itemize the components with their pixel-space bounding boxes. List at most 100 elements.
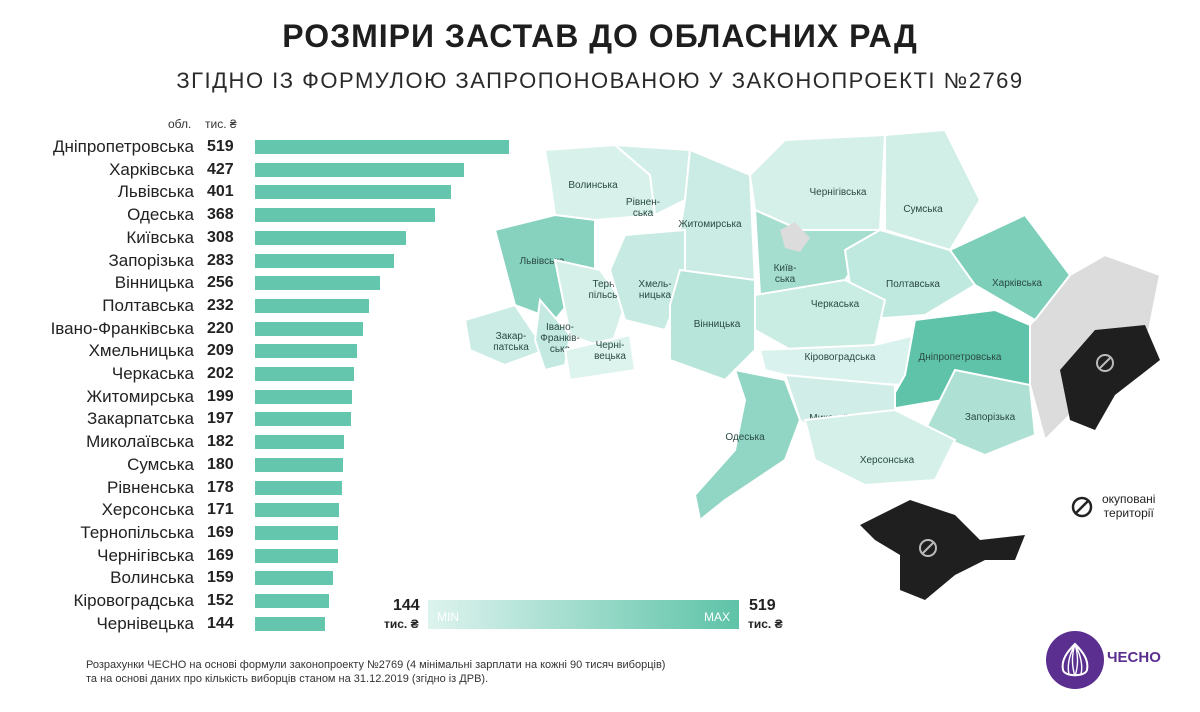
map-region — [563, 333, 637, 382]
bar-value-label: 182 — [207, 433, 234, 451]
map-region-label: Волинська — [568, 180, 618, 191]
legend-max-unit: тис. ₴ — [748, 617, 783, 631]
brand-name: ЧЕСНО — [1107, 649, 1161, 666]
bar-value-label: 152 — [207, 592, 234, 609]
occupied-label-line2: території — [1103, 506, 1154, 520]
bar-label: Волинська — [110, 568, 194, 588]
bar-value-label: 202 — [207, 365, 234, 382]
bar-value-label: 209 — [207, 342, 234, 360]
bar-chart: Дніпропетровська 519 Харківська 427 Львівськ… — [0, 0, 560, 712]
bar — [255, 367, 354, 381]
map-region — [923, 368, 1037, 457]
ukraine-map: Волинська Рівнен-ська Житомирська Чернігівс… — [463, 128, 1162, 600]
bar-value-label: 144 — [207, 614, 234, 632]
bar-value-label: 169 — [207, 523, 234, 541]
occupied-label-line1: окуповані — [1102, 492, 1156, 506]
bar-value-label: 427 — [207, 160, 234, 178]
map-region — [533, 297, 572, 372]
bar-label: Київська — [126, 227, 194, 247]
legend-max-value: 519 — [749, 597, 776, 614]
map-region-label: Черкаська — [811, 299, 860, 310]
map-region-label: Хмель-ницька — [638, 279, 671, 301]
bar — [255, 230, 406, 245]
bar-label: Одеська — [127, 205, 194, 225]
map-region-label: Запорізька — [965, 412, 1016, 423]
bar-label: Вінницька — [114, 273, 194, 293]
bar-label: Хмельницька — [88, 341, 194, 361]
bar-value-label: 220 — [207, 319, 234, 337]
legend-min-unit: тис. ₴ — [384, 617, 419, 631]
occupied-crimea-icon — [919, 539, 937, 557]
bar-value-label: 232 — [207, 296, 234, 314]
bar — [255, 594, 330, 608]
bar — [255, 503, 339, 518]
bar — [255, 457, 344, 472]
bar — [255, 525, 338, 540]
map-region-label: Дніпропетровська — [919, 352, 1002, 363]
bar — [255, 185, 452, 200]
map-region — [463, 303, 547, 367]
map-region — [754, 278, 887, 357]
map-region — [884, 128, 982, 252]
map-region — [669, 268, 756, 382]
bar-value-label: 283 — [207, 251, 234, 269]
map-region-label: Закар-патська — [493, 331, 529, 353]
bar — [255, 344, 358, 359]
footnote-line1: Розрахунки ЧЕСНО на основі формули закон… — [86, 659, 666, 671]
map-region-label: Вінницька — [694, 319, 741, 330]
bar-label: Чернівецька — [96, 613, 194, 633]
unit-column-header: тис. ₴ — [205, 117, 237, 131]
map-region-label: Рівнен-ська — [626, 197, 660, 219]
map-region-label: Київ-ська — [774, 263, 797, 285]
map-region-label: Херсонська — [860, 455, 915, 466]
bar — [255, 253, 394, 268]
footnote: Розрахунки ЧЕСНО на основі формули закон… — [86, 658, 665, 686]
bar-label: Миколаївська — [86, 432, 194, 452]
bar-label: Закарпатська — [87, 409, 194, 429]
occupied-territory-crimea — [860, 500, 1025, 600]
bar-label: Житомирська — [86, 386, 194, 406]
map-region-label: Івано-Франків-ська — [540, 322, 580, 355]
bar-value-label: 308 — [207, 228, 234, 246]
bar-value-label: 180 — [207, 455, 234, 473]
bar-value-label: 171 — [207, 501, 234, 519]
bar-label: Запорізька — [108, 250, 194, 270]
map-region — [612, 143, 692, 217]
bar — [255, 162, 464, 177]
map-region-label: Одеська — [725, 432, 765, 443]
legend-max-label: MAX — [703, 610, 730, 624]
bar-label: Тернопільська — [80, 522, 194, 542]
region-column-header: обл. — [168, 117, 192, 131]
bar-value-label: 178 — [207, 478, 234, 496]
bar — [255, 435, 345, 450]
bar-value-label: 256 — [207, 274, 234, 292]
map-region-label: Чернігівська — [810, 187, 867, 198]
bar — [255, 321, 363, 336]
bar — [255, 298, 369, 313]
chesno-logo-icon — [1046, 631, 1104, 689]
bar-label: Сумська — [127, 454, 194, 474]
bar — [255, 412, 352, 427]
color-scale-bar: MIN MAX — [428, 600, 739, 629]
map-region-label: Терно-пільська — [588, 279, 627, 301]
map-region-label: Сумська — [903, 204, 943, 215]
map-region — [553, 258, 627, 352]
chart-subtitle: ЗГІДНО ІЗ ФОРМУЛОЮ ЗАПРОПОНОВАНОЮ У ЗАКО… — [176, 68, 1024, 93]
map-region — [608, 228, 686, 332]
occupied-east-icon-slash — [1099, 357, 1111, 369]
bar-label: Полтавська — [102, 295, 194, 315]
map-region-label: Кіровоградська — [805, 352, 876, 363]
map-region — [693, 368, 802, 522]
map-region-label: Львівська — [520, 256, 565, 267]
occupied-territory-east — [1060, 325, 1160, 430]
occupied-crimea-icon-slash — [922, 542, 934, 554]
occupied-east-icon — [1096, 354, 1114, 372]
bar-label: Кіровоградська — [73, 591, 194, 610]
bar — [255, 276, 381, 291]
map-region — [948, 213, 1072, 322]
map-region-label: Харківська — [992, 278, 1042, 289]
bar-value-label: 159 — [207, 569, 234, 587]
bar-value-label: 368 — [207, 206, 234, 224]
legend-min-label: MIN — [437, 610, 459, 624]
bar — [255, 208, 436, 223]
